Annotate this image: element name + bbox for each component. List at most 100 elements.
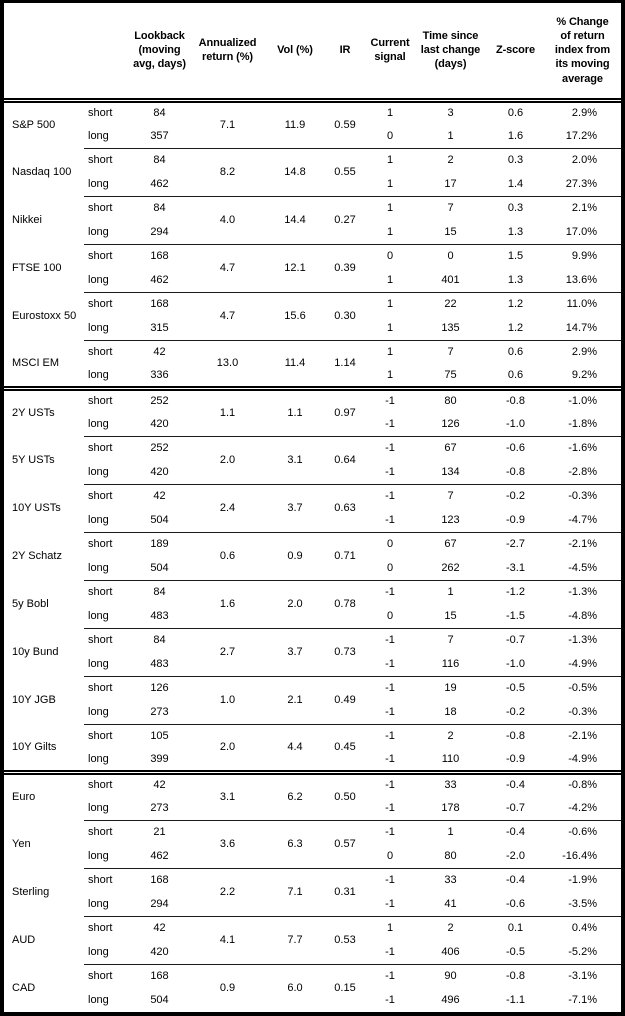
lookback-value: 168 [130, 243, 189, 268]
asset-row-long: long 420 -1 134 -0.8 -2.8% [4, 460, 621, 484]
pct-change-value: 17.0% [565, 225, 597, 238]
signal-value: 0 [366, 531, 414, 556]
lookback-value: 168 [130, 867, 189, 892]
horizon-label: long [88, 225, 109, 238]
vol-value: 4.4 [266, 723, 324, 772]
pct-change-value: 13.6% [565, 273, 597, 286]
time-since-value: 67 [414, 435, 487, 460]
pct-change-value: -4.9% [568, 657, 597, 670]
signal-value: -1 [366, 867, 414, 892]
lookback-value: 462 [150, 273, 169, 286]
signal-value: -1 [366, 963, 414, 988]
z-score-value: -0.7 [487, 627, 544, 652]
z-score-value: -0.2 [487, 483, 544, 508]
annualized-return-value: 4.1 [189, 915, 266, 964]
time-since-value: 401 [441, 273, 460, 286]
lookback-value: 189 [130, 531, 189, 556]
z-score-value: 1.5 [487, 243, 544, 268]
horizon-label: long [88, 657, 109, 670]
vol-value: 6.3 [266, 819, 324, 868]
asset-group-eurostoxx-50: Eurostoxx 50 short 168 4.7 15.6 0.30 1 22 1.2 11.… [4, 291, 621, 340]
asset-row-long: long 504 -1 496 -1.1 -7.1% [4, 988, 621, 1012]
signal-value: -1 [366, 723, 414, 748]
z-score-value: -0.4 [487, 867, 544, 892]
horizon-label: short [84, 147, 130, 172]
pct-change-value: -4.9% [568, 752, 597, 765]
signal-value: 0 [386, 609, 394, 622]
asset-name: Eurostoxx 50 [12, 309, 77, 322]
annualized-return-value: 4.7 [189, 291, 266, 340]
z-score-value: -0.2 [506, 705, 525, 718]
time-since-value: 496 [441, 993, 460, 1006]
asset-row-short: Yen short 21 3.6 6.3 0.57 -1 1 -0.4 -0.6% [4, 819, 621, 868]
lookback-value: 399 [150, 752, 169, 765]
z-score-value: -0.4 [487, 819, 544, 844]
lookback-value: 42 [130, 915, 189, 940]
ir-value: 0.27 [324, 195, 366, 244]
pct-change-value: -3.1% [544, 963, 621, 988]
z-score-value: 0.3 [487, 147, 544, 172]
asset-group-sterling: Sterling short 168 2.2 7.1 0.31 -1 33 -0.4 -1.9% l… [4, 867, 621, 916]
z-score-value: -1.1 [506, 993, 525, 1006]
horizon-label: long [88, 465, 109, 478]
signal-value: -1 [385, 897, 395, 910]
horizon-label: long [88, 129, 109, 142]
signal-value: 1 [386, 321, 394, 334]
time-since-value: 15 [444, 609, 457, 622]
signal-value: 0 [386, 129, 394, 142]
annualized-return-value: 2.0 [189, 435, 266, 484]
z-score-value: -1.0 [506, 417, 525, 430]
signal-value: -1 [385, 801, 395, 814]
lookback-value: 168 [130, 963, 189, 988]
pct-change-value: -0.8% [544, 769, 621, 796]
asset-name: 5y Bobl [12, 597, 49, 610]
signal-value: 1 [366, 147, 414, 172]
signal-value: -1 [385, 465, 395, 478]
asset-name: Euro [4, 769, 84, 820]
pct-change-value: -1.0% [544, 385, 621, 412]
time-since-value: 1 [447, 129, 454, 142]
horizon-label: short [84, 723, 130, 748]
asset-row-short: 2Y USTs short 252 1.1 1.1 0.97 -1 80 -0.8 -1.0% [4, 385, 621, 436]
pct-change-value: -0.3% [544, 483, 621, 508]
horizon-label: short [84, 385, 130, 412]
lookback-value: 42 [130, 769, 189, 796]
horizon-label: short [84, 915, 130, 940]
annualized-return-value: 3.6 [189, 819, 266, 868]
horizon-label: long [88, 705, 109, 718]
lookback-value: 504 [150, 561, 169, 574]
time-since-value: 7 [414, 339, 487, 364]
asset-name: Sterling [12, 885, 50, 898]
lookback-value: 84 [130, 579, 189, 604]
asset-group-aud: AUD short 42 4.1 7.7 0.53 1 2 0.1 0.4% long 420 -1 40… [4, 915, 621, 964]
vol-value: 2.0 [266, 579, 324, 628]
lookback-value: 462 [150, 177, 169, 190]
time-since-value: 2 [414, 915, 487, 940]
signal-value: -1 [366, 385, 414, 412]
pct-change-value: -2.1% [544, 531, 621, 556]
z-score-value: 1.2 [487, 291, 544, 316]
horizon-label: short [84, 483, 130, 508]
ir-value: 0.45 [324, 723, 366, 772]
vol-value: 11.4 [266, 339, 324, 388]
vol-value: 7.1 [266, 867, 324, 916]
z-score-value: 1.3 [507, 225, 524, 238]
vol-value: 6.0 [266, 963, 324, 1012]
horizon-label: long [88, 561, 109, 574]
pct-change-value: 27.3% [565, 177, 597, 190]
asset-group-ftse-100: FTSE 100 short 168 4.7 12.1 0.39 0 0 1.5 9.9% long… [4, 243, 621, 292]
lookback-value: 420 [150, 945, 169, 958]
time-since-value: 75 [444, 368, 457, 381]
lookback-value: 252 [130, 435, 189, 460]
lookback-value: 483 [150, 657, 169, 670]
signal-value: 1 [366, 339, 414, 364]
header-row: Lookback (moving avg, days) Annualized r… [4, 3, 621, 103]
ir-value: 0.97 [324, 385, 366, 436]
z-score-value: 0.3 [487, 195, 544, 220]
signal-value: 1 [386, 225, 394, 238]
z-score-value: -0.5 [487, 675, 544, 700]
annualized-return-value: 2.0 [189, 723, 266, 772]
col-header-current-signal: Current signal [366, 3, 414, 103]
time-since-value: 3 [447, 107, 454, 120]
signal-value: 0 [366, 243, 414, 268]
